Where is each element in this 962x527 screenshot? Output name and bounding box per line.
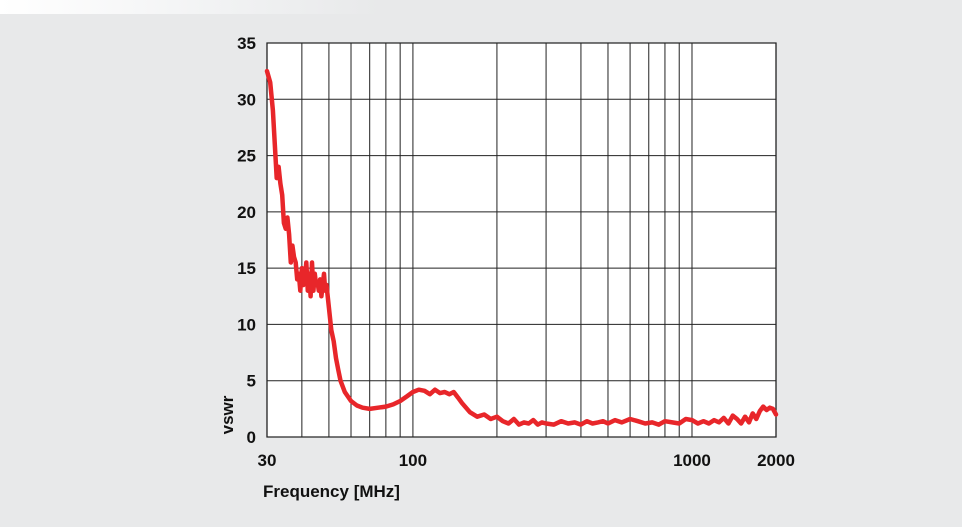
y-tick-label: 30 [237,90,256,109]
x-tick-labels: 30 100 1000 2000 [258,451,795,470]
y-tick-label: 5 [247,372,256,391]
x-tick-label: 1000 [673,451,711,470]
y-tick-label: 35 [237,34,256,53]
y-tick-label: 15 [237,259,256,278]
x-tick-label: 100 [399,451,427,470]
y-tick-label: 20 [237,203,256,222]
y-tick-label: 0 [247,428,256,447]
plot-area [267,43,776,437]
y-axis-title: vswr [218,395,237,434]
x-tick-label: 2000 [757,451,795,470]
x-tick-label: 30 [258,451,277,470]
y-tick-label: 25 [237,147,256,166]
y-tick-labels: 0 5 10 15 20 25 30 35 [237,34,256,447]
y-tick-label: 10 [237,315,256,334]
x-axis-title: Frequency [MHz] [263,482,400,501]
